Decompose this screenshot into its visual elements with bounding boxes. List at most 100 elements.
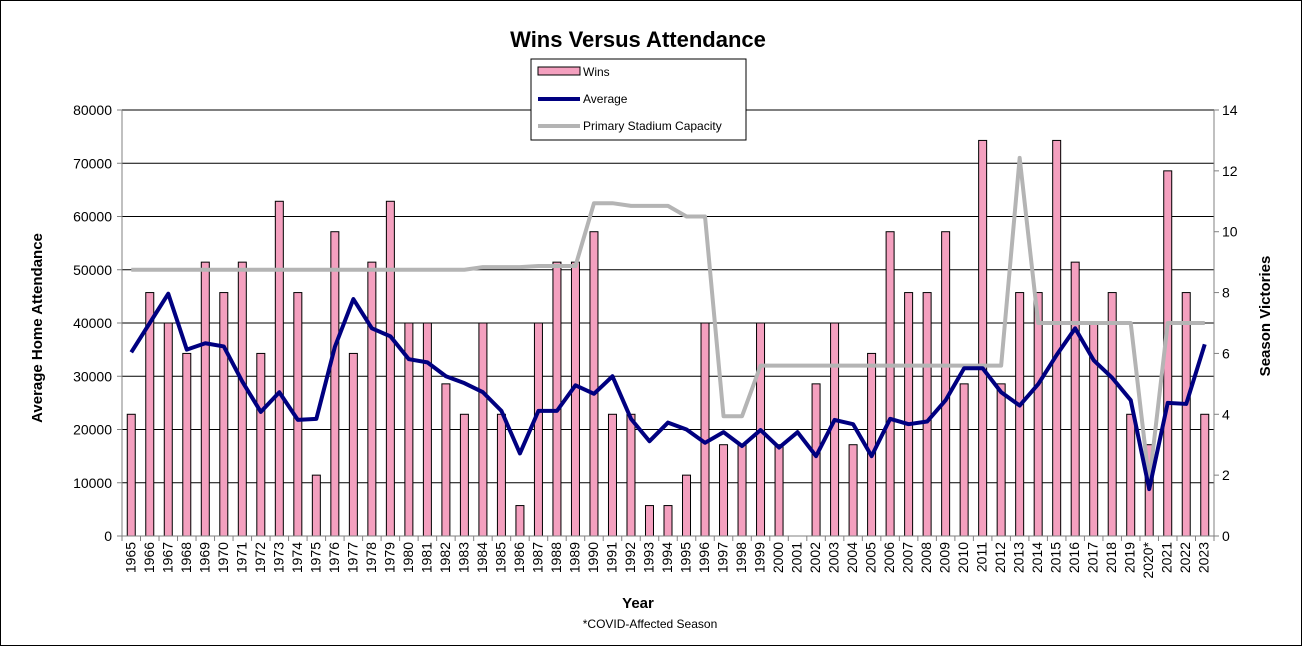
x-tick-label: 2008 — [918, 542, 934, 573]
x-tick-label: 2003 — [826, 542, 842, 573]
bar-wins — [774, 444, 784, 537]
x-tick-label: 1997 — [715, 542, 731, 573]
bar-wins — [219, 292, 229, 537]
x-tick-label: 1988 — [548, 542, 564, 573]
bar-wins — [459, 413, 469, 537]
bar-wins — [719, 444, 729, 537]
x-tick-label: 1981 — [418, 542, 434, 573]
legend-label-wins: Wins — [583, 65, 610, 79]
x-tick-label: 2018 — [1103, 542, 1119, 573]
left-tick-label: 30000 — [73, 368, 112, 384]
right-axis-title: Season Victories — [1257, 256, 1274, 377]
bar-wins — [885, 231, 895, 537]
x-tick-label: 1985 — [492, 542, 508, 573]
bar-wins — [607, 413, 617, 537]
bar-wins — [904, 292, 914, 537]
x-tick-label: 1970 — [215, 542, 231, 573]
legend-swatch-wins — [537, 66, 581, 76]
bar-wins — [348, 352, 358, 537]
chart-title: Wins Versus Attendance — [510, 27, 766, 52]
left-tick-label: 40000 — [73, 315, 112, 331]
x-tick-label: 1986 — [511, 542, 527, 573]
x-tick-label: 1996 — [696, 542, 712, 573]
x-axis-title: Year — [622, 595, 654, 612]
bar-wins — [1070, 261, 1080, 537]
x-tick-label: 2020* — [1140, 541, 1156, 578]
bar-wins — [367, 261, 377, 537]
bar-wins — [441, 383, 451, 537]
x-tick-label: 2005 — [863, 542, 879, 573]
x-tick-label: 2014 — [1029, 542, 1045, 573]
bar-wins — [996, 383, 1006, 537]
bar-wins — [422, 322, 432, 537]
x-tick-label: 2000 — [770, 542, 786, 573]
x-tick-label: 1978 — [363, 542, 379, 573]
x-tick-label: 2011 — [974, 542, 990, 572]
bar-wins — [922, 292, 932, 537]
x-tick-label: 2012 — [992, 542, 1008, 573]
bar-wins — [570, 261, 580, 537]
bar-wins — [274, 200, 284, 537]
x-tick-label: 1998 — [733, 542, 749, 573]
bar-wins — [959, 383, 969, 537]
bar-wins — [1200, 413, 1210, 537]
x-tick-label: 1979 — [381, 542, 397, 573]
x-tick-label: 2013 — [1011, 542, 1027, 573]
bar-wins — [811, 383, 821, 537]
x-tick-label: 2007 — [900, 542, 916, 573]
x-tick-label: 1971 — [233, 542, 249, 573]
left-tick-label: 20000 — [73, 422, 112, 438]
bar-wins — [256, 352, 266, 537]
bar-wins — [330, 231, 340, 537]
x-tick-label: 1993 — [640, 542, 656, 573]
right-axis-ticks: 0 2 4 6 8 10 12 14 — [1214, 102, 1238, 544]
x-tick-label: 1990 — [585, 542, 601, 573]
right-tick-label: 2 — [1222, 467, 1230, 483]
x-tick-label: 2001 — [789, 542, 805, 573]
x-tick-label: 1969 — [196, 542, 212, 573]
x-tick-label: 2002 — [807, 542, 823, 573]
right-tick-label: 4 — [1222, 406, 1230, 422]
x-tick-label: 2023 — [1196, 542, 1212, 573]
bar-wins — [663, 505, 673, 537]
left-tick-label: 70000 — [73, 155, 112, 171]
footnote: *COVID-Affected Season — [583, 617, 718, 631]
x-tick-label: 2015 — [1048, 542, 1064, 573]
x-tick-label: 1992 — [622, 542, 638, 573]
bar-wins — [552, 261, 562, 537]
bar-wins — [515, 505, 525, 537]
left-axis-title: Average Home Attendance — [29, 233, 46, 423]
x-tick-label: 2006 — [881, 542, 897, 573]
bar-wins — [237, 261, 247, 537]
legend: Wins Average Primary Stadium Capacity — [530, 58, 747, 141]
bar-wins — [682, 474, 692, 537]
bar-wins — [200, 261, 210, 537]
right-tick-label: 8 — [1222, 285, 1230, 301]
bar-wins — [163, 322, 173, 537]
x-tick-label: 2004 — [844, 542, 860, 573]
bar-wins — [126, 413, 136, 537]
x-tick-label: 1972 — [252, 542, 268, 573]
x-tick-label: 1975 — [307, 542, 323, 573]
x-tick-label: 1982 — [437, 542, 453, 573]
bar-wins — [626, 413, 636, 537]
bar-wins — [867, 352, 877, 537]
bar-wins — [1033, 292, 1043, 537]
series-lines — [129, 155, 1207, 492]
x-tick-label: 1968 — [178, 542, 194, 573]
wins-bars — [126, 139, 1210, 537]
x-tick-label: 2016 — [1066, 542, 1082, 573]
right-tick-label: 6 — [1222, 345, 1230, 361]
x-tick-label: 2022 — [1177, 542, 1193, 573]
x-tick-label: 1973 — [270, 542, 286, 573]
bar-wins — [1052, 139, 1062, 537]
x-tick-label: 1967 — [159, 542, 175, 573]
x-tick-label: 2019 — [1122, 542, 1138, 573]
bar-wins — [496, 413, 506, 537]
x-tick-label: 1999 — [752, 542, 768, 573]
bar-wins — [978, 139, 988, 537]
left-tick-label: 60000 — [73, 209, 112, 225]
x-tick-label: 1966 — [141, 542, 157, 573]
